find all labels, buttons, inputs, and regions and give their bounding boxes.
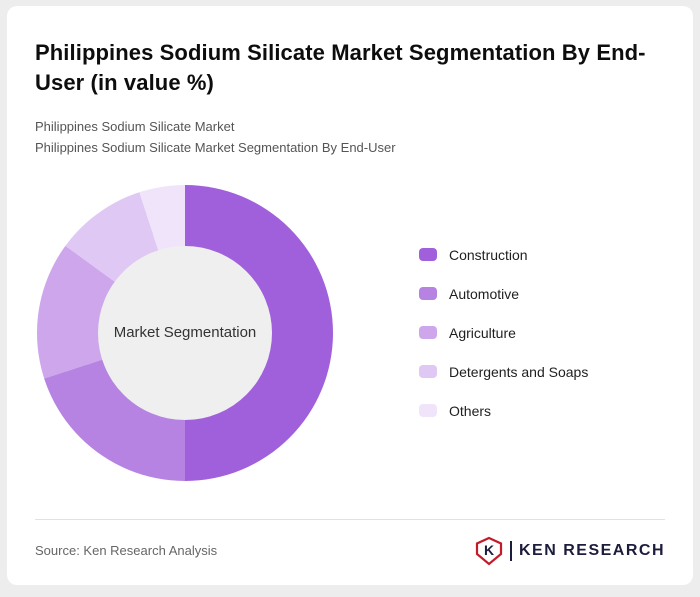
source-text: Source: Ken Research Analysis [35, 543, 218, 559]
legend-item-others: Others [419, 403, 588, 419]
page-title: Philippines Sodium Silicate Market Segme… [35, 40, 646, 95]
donut-center: Market Segmentation [98, 245, 272, 420]
legend-item-agriculture: Agriculture [419, 325, 588, 341]
legend-item-detergents-and-soaps: Detergents and Soaps [419, 364, 588, 380]
chart-legend: Construction Automotive Agriculture Dete… [419, 247, 588, 419]
legend-label: Detergents and Soaps [449, 363, 589, 380]
chart-area: Market Segmentation Construction Automot… [35, 184, 665, 481]
report-card: Philippines Sodium Silicate Market Segme… [7, 6, 693, 585]
subtitle-line-1: Philippines Sodium Silicate Market [35, 119, 235, 135]
legend-label: Others [449, 402, 492, 419]
legend-item-construction: Construction [419, 247, 588, 263]
logo-letter: K [484, 542, 494, 558]
legend-swatch [419, 365, 437, 379]
subtitle-line-2: Philippines Sodium Silicate Market Segme… [35, 140, 396, 156]
legend-label: Construction [449, 246, 528, 263]
ken-research-logo: K KEN RESEARCH [475, 536, 665, 566]
logo-text: KEN RESEARCH [518, 541, 665, 559]
legend-swatch [419, 287, 437, 301]
ken-research-shield-icon: K [475, 536, 503, 566]
logo-divider [509, 540, 512, 561]
legend-label: Agriculture [449, 324, 516, 341]
legend-label: Automotive [449, 285, 520, 302]
donut-center-label: Market Segmentation [113, 324, 257, 342]
legend-swatch [419, 248, 437, 262]
donut-chart-wrap: Market Segmentation [37, 184, 333, 481]
footer-divider [35, 518, 665, 520]
legend-item-automotive: Automotive [419, 286, 588, 302]
legend-swatch [419, 326, 437, 340]
footer: Source: Ken Research Analysis K KEN RESE… [35, 518, 665, 566]
legend-swatch [419, 404, 437, 418]
